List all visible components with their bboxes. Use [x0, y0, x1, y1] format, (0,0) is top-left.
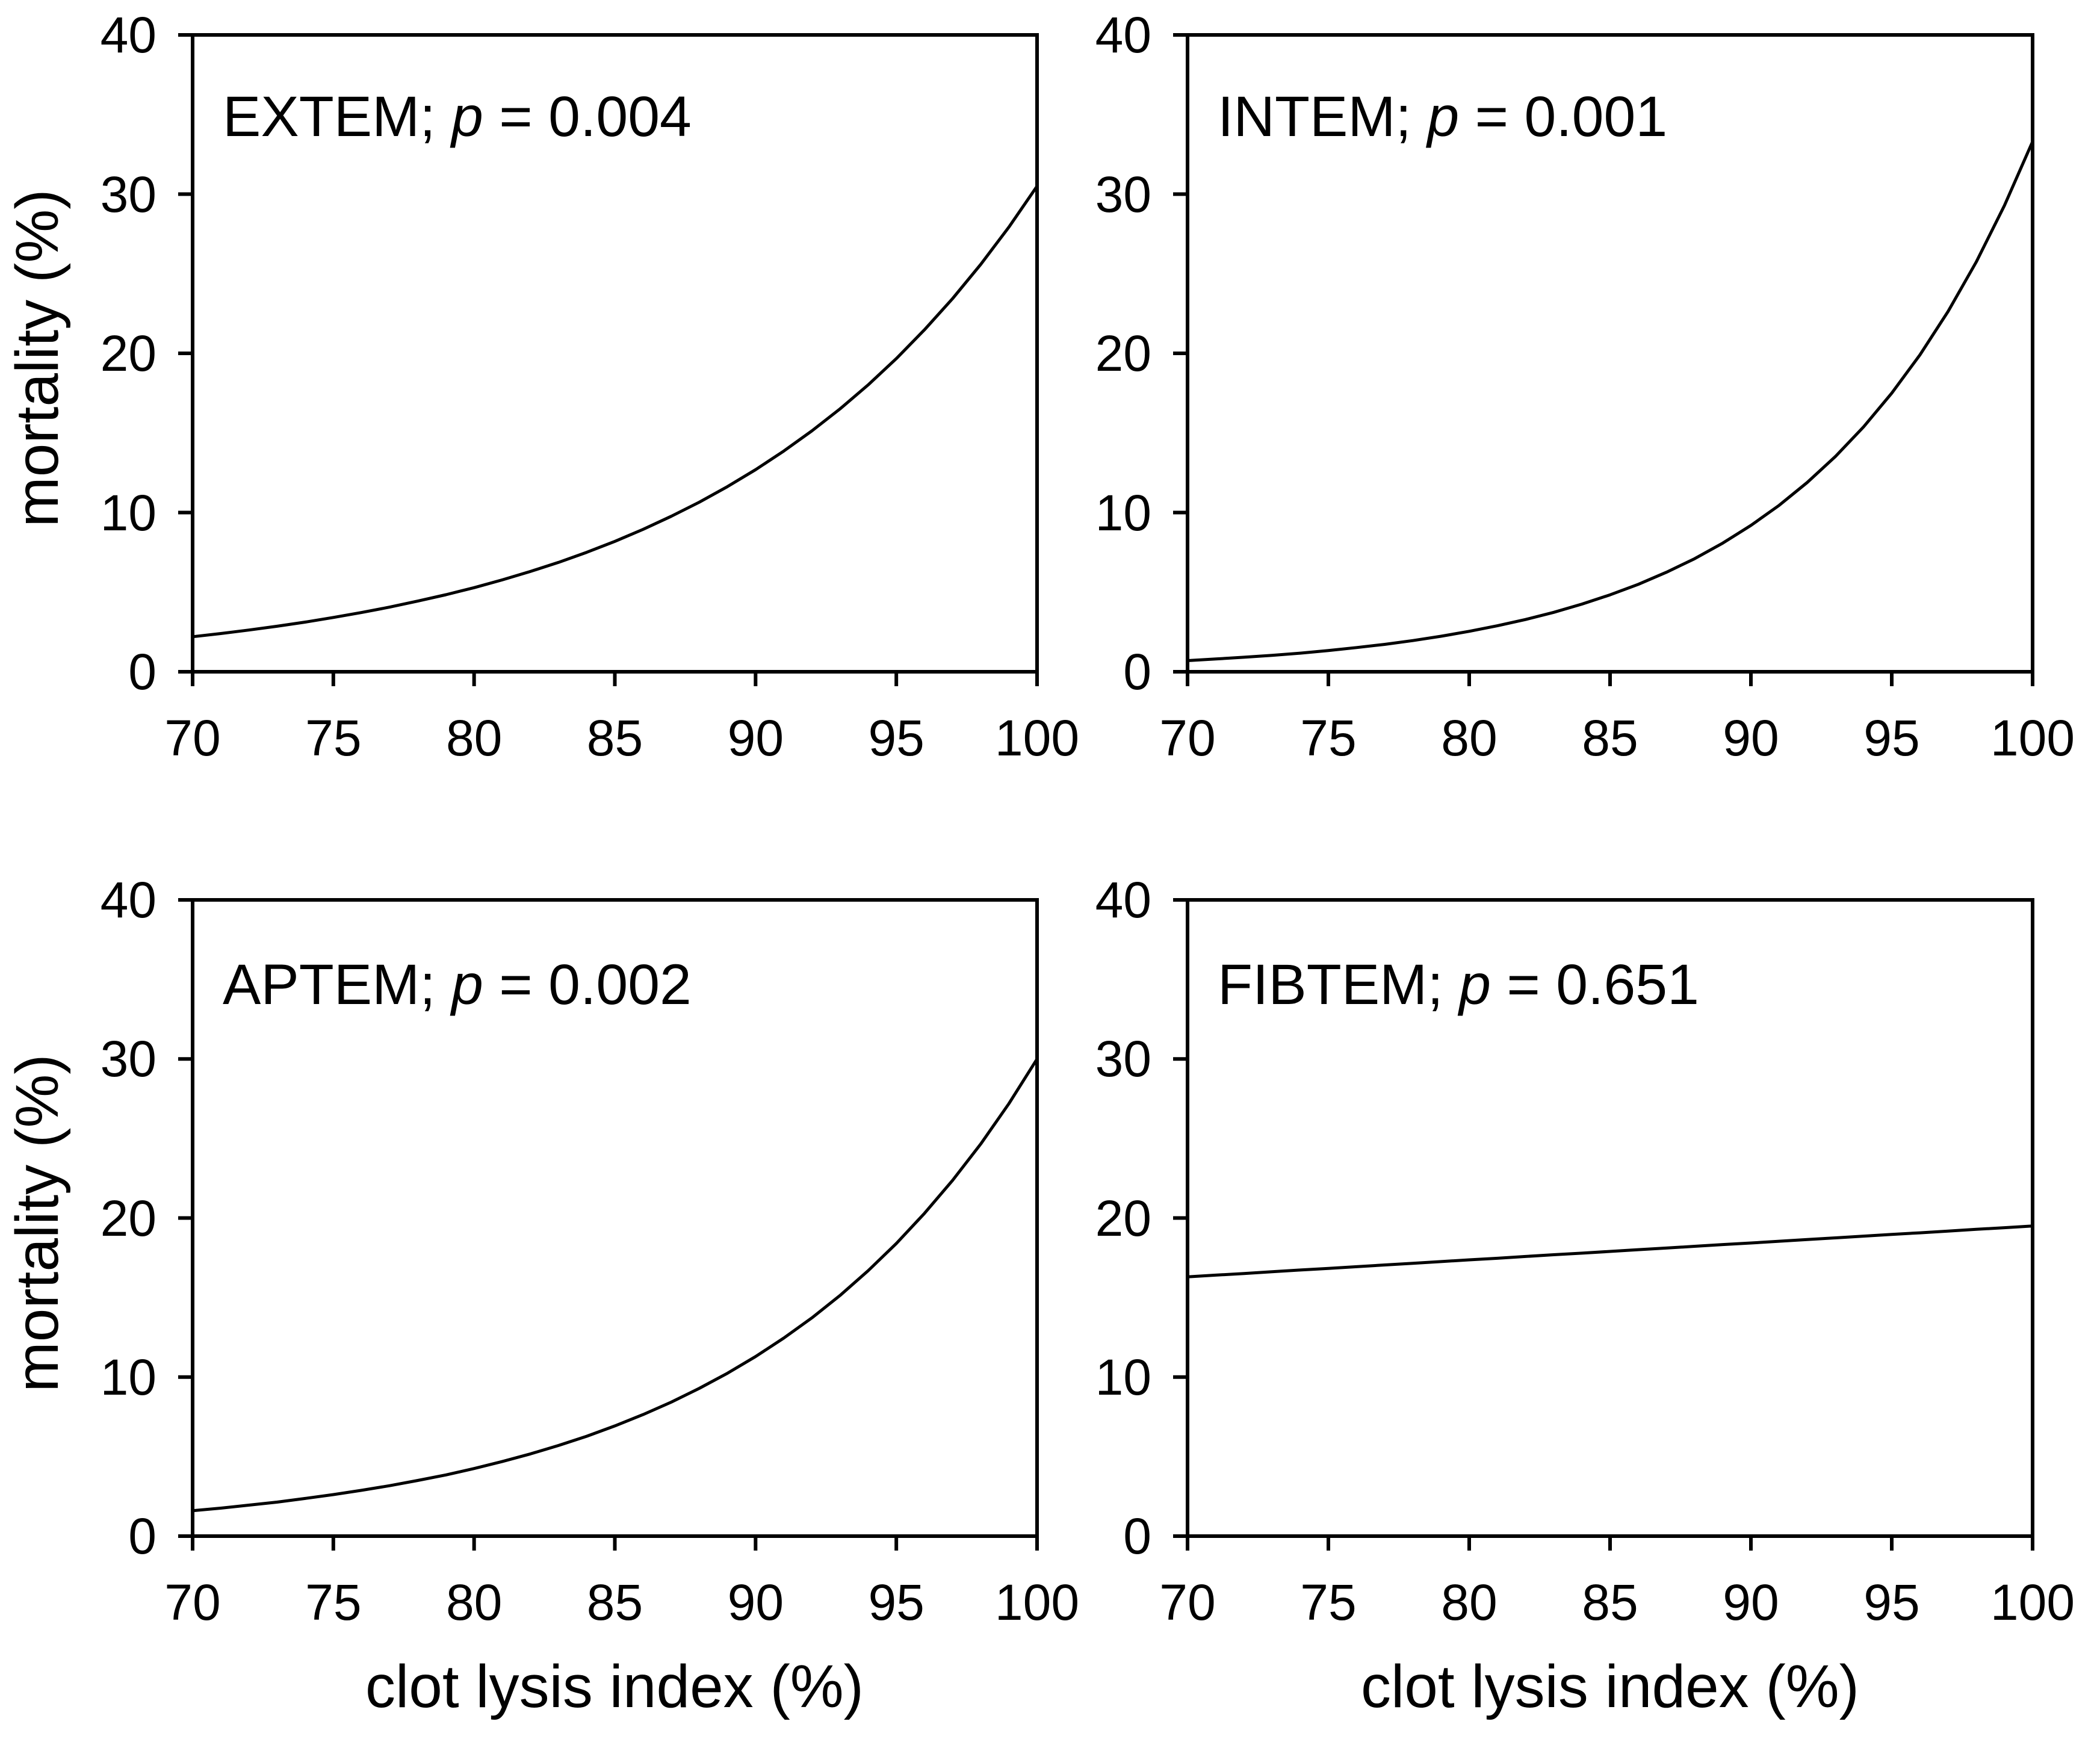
p-value-aptem: = 0.002 [483, 953, 692, 1017]
plot-frame [191, 898, 1039, 1538]
aptem-curve [191, 1057, 1039, 1513]
extem-x-tick-label: 90 [727, 710, 784, 766]
panel-title-extem: EXTEM; p = 0.004 [223, 88, 692, 146]
p-value-fibtem: = 0.651 [1490, 953, 1699, 1017]
aptem-y-tick-label: 20 [100, 1189, 156, 1247]
fibtem-y-tick-label: 30 [1095, 1031, 1151, 1088]
fibtem-x-tick-label: 80 [1441, 1574, 1498, 1631]
p-value-extem: = 0.004 [483, 85, 692, 149]
fibtem-y-tick-label: 10 [1095, 1348, 1151, 1406]
fibtem-y-tick-label: 20 [1095, 1189, 1151, 1247]
panel-title-aptem: APTEM; p = 0.002 [223, 956, 692, 1014]
fibtem-x-tick-label: 70 [1159, 1574, 1216, 1631]
fibtem-chart [1173, 898, 2034, 1551]
p-symbol: p [451, 85, 483, 149]
extem-x-tick-label: 85 [586, 710, 643, 766]
intem-x-tick-label: 95 [1863, 710, 1920, 766]
extem-y-tick-label: 30 [100, 166, 156, 223]
plot-frame [1186, 33, 2034, 674]
fibtem-x-tick-label: 100 [1990, 1574, 2075, 1631]
panel-title-fibtem: FIBTEM; p = 0.651 [1218, 956, 1699, 1014]
panel-name-intem: INTEM; [1218, 85, 1428, 149]
extem-curve [191, 184, 1039, 639]
aptem-x-tick-label: 75 [305, 1574, 362, 1631]
panel-name-extem: EXTEM; [223, 85, 452, 149]
intem-y-tick-label: 40 [1095, 7, 1151, 63]
fibtem-curve [1186, 1224, 2034, 1279]
plot-frame [191, 33, 1039, 674]
intem-chart [1173, 33, 2034, 686]
extem-x-tick-label: 80 [445, 710, 503, 766]
aptem-x-tick-label: 95 [868, 1574, 925, 1631]
fibtem-y-tick-label: 0 [1123, 1508, 1151, 1564]
p-symbol: p [1427, 85, 1460, 149]
fibtem-x-tick-label: 95 [1863, 1574, 1920, 1631]
aptem-y-tick-label: 40 [100, 872, 156, 928]
aptem-y-tick-label: 0 [128, 1508, 156, 1564]
extem-x-tick-label: 75 [305, 710, 362, 766]
x-axis-label-right-column: clot lysis index (%) [1361, 1653, 1859, 1720]
aptem-x-tick-label: 90 [727, 1574, 784, 1631]
aptem-x-tick-label: 100 [994, 1574, 1080, 1631]
extem-y-tick-label: 0 [128, 643, 156, 700]
intem-y-tick-label: 10 [1095, 484, 1151, 541]
intem-x-tick-label: 85 [1582, 710, 1638, 766]
extem-y-tick-label: 40 [100, 7, 156, 63]
extem-chart [178, 33, 1039, 686]
fibtem-x-tick-label: 75 [1300, 1574, 1357, 1631]
intem-x-tick-label: 75 [1300, 710, 1357, 766]
intem-y-tick-label: 30 [1095, 166, 1151, 223]
fibtem-y-tick-label: 40 [1095, 872, 1151, 928]
intem-x-tick-label: 70 [1159, 710, 1216, 766]
aptem-chart [178, 898, 1039, 1551]
p-symbol: p [451, 953, 483, 1017]
p-symbol: p [1459, 953, 1491, 1017]
aptem-y-tick-label: 10 [100, 1348, 156, 1406]
aptem-x-tick-label: 70 [164, 1574, 221, 1631]
panel-title-intem: INTEM; p = 0.001 [1218, 88, 1667, 146]
extem-x-tick-label: 95 [868, 710, 925, 766]
p-value-intem: = 0.001 [1459, 85, 1668, 149]
extem-x-tick-label: 100 [994, 710, 1080, 766]
aptem-x-tick-label: 80 [445, 1574, 503, 1631]
intem-curve [1186, 140, 2034, 662]
aptem-x-tick-label: 85 [586, 1574, 643, 1631]
fibtem-x-tick-label: 90 [1723, 1574, 1779, 1631]
intem-x-tick-label: 100 [1990, 710, 2075, 766]
intem-x-tick-label: 80 [1441, 710, 1498, 766]
fibtem-x-tick-label: 85 [1582, 1574, 1638, 1631]
panel-name-aptem: APTEM; [223, 953, 452, 1017]
panel-name-fibtem: FIBTEM; [1218, 953, 1460, 1017]
plot-frame [1186, 898, 2034, 1538]
intem-x-tick-label: 90 [1723, 710, 1779, 766]
x-axis-label-left-column: clot lysis index (%) [365, 1653, 864, 1720]
intem-y-tick-label: 20 [1095, 325, 1151, 382]
extem-y-tick-label: 20 [100, 325, 156, 382]
intem-y-tick-label: 0 [1123, 643, 1151, 700]
aptem-y-tick-label: 30 [100, 1031, 156, 1088]
extem-y-tick-label: 10 [100, 484, 156, 541]
extem-x-tick-label: 70 [164, 710, 221, 766]
